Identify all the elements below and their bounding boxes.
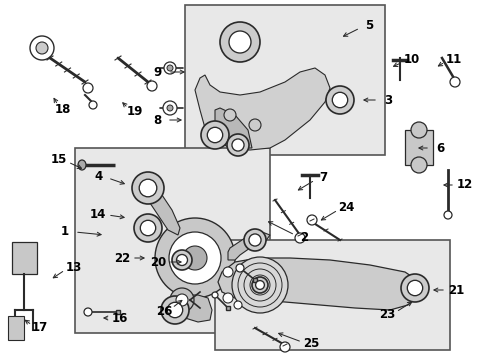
Circle shape — [183, 246, 206, 270]
Circle shape — [220, 22, 260, 62]
Circle shape — [170, 288, 194, 312]
Text: 16: 16 — [112, 311, 128, 324]
Polygon shape — [227, 232, 269, 260]
Bar — [75, 148, 269, 333]
Bar — [404, 130, 432, 165]
Circle shape — [410, 122, 426, 138]
Text: 26: 26 — [156, 305, 172, 318]
Text: 4: 4 — [94, 170, 102, 183]
Circle shape — [223, 293, 232, 303]
Circle shape — [167, 302, 183, 318]
Circle shape — [228, 31, 250, 53]
Circle shape — [400, 274, 428, 302]
Ellipse shape — [78, 160, 86, 170]
Circle shape — [226, 134, 248, 156]
Circle shape — [325, 86, 353, 114]
Circle shape — [207, 127, 222, 143]
Circle shape — [169, 232, 221, 284]
Circle shape — [30, 36, 54, 60]
Circle shape — [332, 92, 347, 108]
Circle shape — [89, 101, 97, 109]
Text: 20: 20 — [149, 256, 166, 269]
Text: 14: 14 — [90, 208, 106, 221]
Circle shape — [255, 280, 264, 289]
Text: 24: 24 — [338, 201, 354, 214]
Circle shape — [176, 294, 187, 306]
Text: 18: 18 — [55, 103, 71, 116]
Circle shape — [251, 277, 267, 293]
Circle shape — [407, 280, 422, 296]
Text: 13: 13 — [65, 261, 81, 274]
Ellipse shape — [167, 65, 173, 71]
Circle shape — [231, 139, 244, 151]
Circle shape — [443, 211, 451, 219]
Text: 23: 23 — [379, 308, 395, 321]
Circle shape — [132, 172, 163, 204]
Polygon shape — [218, 258, 419, 310]
Circle shape — [147, 81, 157, 91]
Text: 7: 7 — [319, 171, 327, 184]
Text: 19: 19 — [126, 105, 143, 118]
Text: 11: 11 — [445, 53, 461, 66]
Circle shape — [306, 215, 316, 225]
Circle shape — [224, 109, 236, 121]
Circle shape — [172, 250, 192, 270]
Text: 6: 6 — [435, 141, 443, 154]
Circle shape — [234, 301, 242, 309]
Circle shape — [161, 296, 189, 324]
Text: 15: 15 — [51, 153, 67, 166]
Circle shape — [231, 257, 287, 313]
Circle shape — [248, 234, 261, 246]
Bar — [12, 242, 37, 274]
Polygon shape — [145, 183, 180, 235]
Circle shape — [134, 214, 162, 242]
Circle shape — [84, 308, 92, 316]
Circle shape — [201, 121, 228, 149]
Circle shape — [176, 255, 187, 266]
Polygon shape — [178, 295, 212, 322]
Circle shape — [294, 233, 305, 243]
Text: 12: 12 — [456, 179, 472, 192]
Bar — [184, 5, 384, 155]
Circle shape — [167, 105, 173, 111]
Circle shape — [139, 179, 157, 197]
Text: 25: 25 — [303, 337, 319, 350]
Text: 9: 9 — [154, 66, 162, 78]
Polygon shape — [215, 108, 251, 148]
Text: 2: 2 — [299, 231, 307, 244]
Circle shape — [163, 101, 177, 115]
Circle shape — [212, 292, 218, 298]
Circle shape — [155, 218, 235, 298]
Circle shape — [36, 42, 48, 54]
Text: 17: 17 — [32, 321, 48, 334]
Polygon shape — [195, 68, 329, 150]
Circle shape — [223, 267, 232, 277]
Text: 8: 8 — [153, 113, 161, 126]
Text: 3: 3 — [383, 94, 391, 107]
Text: 22: 22 — [114, 252, 130, 265]
Circle shape — [140, 220, 155, 236]
Text: 21: 21 — [447, 284, 463, 297]
Circle shape — [449, 77, 459, 87]
Ellipse shape — [163, 62, 176, 74]
Circle shape — [83, 83, 93, 93]
Bar — [215, 240, 449, 350]
Circle shape — [248, 119, 261, 131]
Text: 5: 5 — [364, 19, 372, 32]
Text: 10: 10 — [403, 53, 419, 66]
Text: 1: 1 — [61, 225, 69, 238]
Circle shape — [236, 264, 244, 272]
Circle shape — [410, 157, 426, 173]
Bar — [8, 316, 24, 340]
Circle shape — [280, 342, 289, 352]
Circle shape — [244, 229, 265, 251]
